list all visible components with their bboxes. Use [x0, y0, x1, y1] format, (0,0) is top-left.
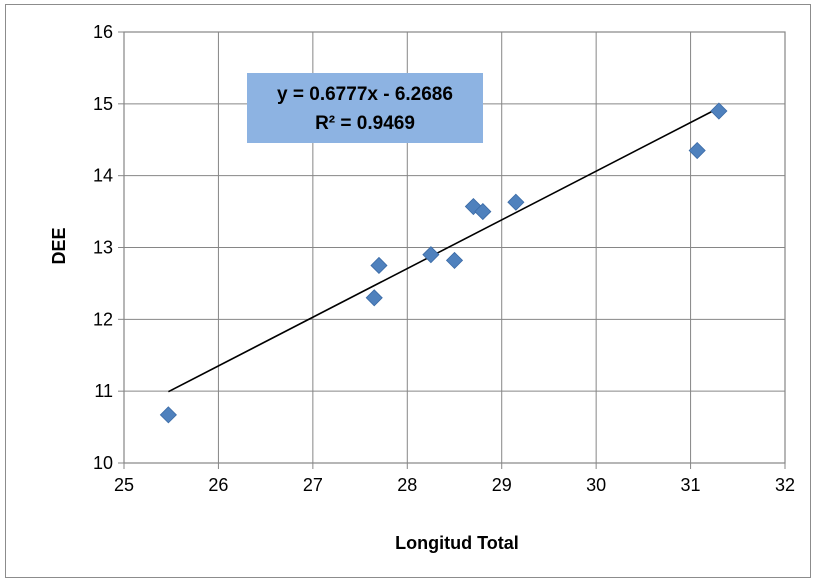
- data-point: [370, 256, 388, 275]
- data-points: [159, 102, 728, 424]
- data-point: [159, 406, 177, 424]
- axis-ticks: 25 26 27 28 29 30 31 32 10 11 12 13 14 15 16: [93, 22, 795, 495]
- y-tick-label: 15: [93, 94, 113, 114]
- x-axis-title: Longitud Total: [395, 533, 519, 553]
- data-point: [365, 289, 383, 307]
- trendline-equation: y = 0.6777x - 6.2686: [277, 84, 453, 105]
- trendline-equation-box: y = 0.6777x - 6.2686 R² = 0.9469: [247, 73, 483, 143]
- data-point: [688, 141, 706, 160]
- x-tick-label: 26: [208, 475, 228, 495]
- x-tick-label: 28: [397, 475, 417, 495]
- x-tick-label: 27: [303, 475, 323, 495]
- y-tick-label: 13: [93, 238, 113, 258]
- y-tick-label: 16: [93, 22, 113, 42]
- trendline: [168, 107, 720, 393]
- data-point: [507, 193, 525, 211]
- equation-box-background: [247, 73, 483, 143]
- y-tick-label: 12: [93, 309, 113, 329]
- data-point: [445, 251, 464, 269]
- x-tick-label: 32: [775, 475, 795, 495]
- data-point: [474, 203, 492, 221]
- y-axis-title: DEE: [49, 227, 69, 264]
- data-point: [422, 246, 440, 264]
- x-tick-label: 30: [586, 475, 606, 495]
- y-tick-label: 11: [94, 381, 113, 401]
- y-tick-label: 14: [93, 166, 113, 186]
- r-squared-label: R² = 0.9469: [315, 113, 415, 134]
- data-point: [710, 102, 728, 120]
- x-tick-label: 31: [681, 475, 701, 495]
- x-tick-label: 25: [114, 475, 134, 495]
- y-tick-label: 10: [93, 453, 113, 473]
- x-tick-label: 29: [492, 475, 512, 495]
